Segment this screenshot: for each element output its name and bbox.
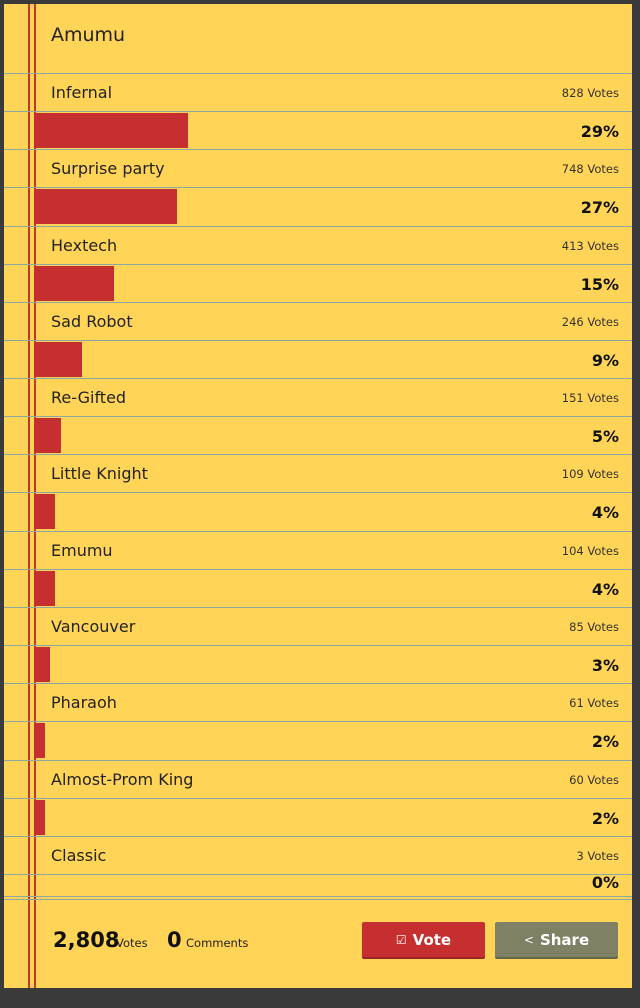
margin-line xyxy=(28,4,30,988)
checkbox-icon: ☑ xyxy=(395,932,407,947)
share-icon: < xyxy=(523,932,534,947)
poll-option-label: Pharaoh xyxy=(51,693,117,713)
poll-option-label: Little Knight xyxy=(51,464,148,484)
poll-option[interactable]: Surprise party 748 Votes 27% xyxy=(4,150,632,227)
total-votes-label: Votes xyxy=(116,936,148,950)
poll-option-votes: 60 Votes xyxy=(569,772,619,787)
poll-option-votes: 104 Votes xyxy=(561,543,619,558)
poll-option-header: Almost-Prom King 60 Votes xyxy=(4,761,632,799)
poll-option-bar-track: 4% xyxy=(4,493,632,532)
poll-option-header: Surprise party 748 Votes xyxy=(4,150,632,189)
poll-option-bar xyxy=(34,494,55,530)
poll-option-label: Infernal xyxy=(51,83,113,102)
share-button[interactable]: < Share xyxy=(495,922,618,959)
page-bottom-strip xyxy=(0,988,640,1008)
poll-option-votes: 748 Votes xyxy=(561,162,619,177)
vote-button[interactable]: ☑ Vote xyxy=(362,922,485,959)
poll-option-bar-track: 2% xyxy=(4,722,632,761)
poll-option-bar xyxy=(34,341,82,377)
poll-option[interactable]: Little Knight 109 Votes 4% xyxy=(4,455,632,532)
poll-option-percent: 9% xyxy=(591,350,619,370)
poll-option-percent: 29% xyxy=(580,122,619,141)
poll-option-votes: 85 Votes xyxy=(569,620,619,635)
poll-option-bar-track: 27% xyxy=(4,188,632,227)
poll-option-header: Little Knight 109 Votes xyxy=(4,455,632,494)
poll-option-percent: 2% xyxy=(591,732,619,752)
comments-count[interactable]: 0 xyxy=(167,928,182,952)
poll-card: Amumu Infernal 828 Votes 29% Surprise party… xyxy=(4,4,632,988)
poll-option-header: Vancouver 85 Votes xyxy=(4,608,632,647)
total-votes-count: 2,808 xyxy=(53,928,120,952)
poll-option-header: Re-Gifted 151 Votes xyxy=(4,379,632,418)
poll-option-votes: 828 Votes xyxy=(561,86,619,100)
poll-option-bar xyxy=(34,418,61,454)
poll-option[interactable]: Re-Gifted 151 Votes 5% xyxy=(4,379,632,456)
comments-label[interactable]: Comments xyxy=(186,936,249,950)
poll-option-header: Sad Robot 246 Votes xyxy=(4,303,632,341)
poll-option-bar xyxy=(34,265,114,301)
vote-button-label: Vote xyxy=(412,930,452,949)
poll-option[interactable]: Vancouver 85 Votes 3% xyxy=(4,608,632,685)
poll-footer: 2,808 Votes 0 Comments ☑ Vote < Share xyxy=(4,896,632,988)
poll-option-votes: 413 Votes xyxy=(561,238,619,253)
poll-option-header: Hextech 413 Votes xyxy=(4,227,632,265)
poll-option-label: Almost-Prom King xyxy=(51,769,194,789)
poll-option-percent: 4% xyxy=(591,503,619,523)
poll-option-bar xyxy=(34,570,55,606)
poll-option[interactable]: Sad Robot 246 Votes 9% xyxy=(4,303,632,380)
poll-option-bar-track: 4% xyxy=(4,570,632,609)
poll-title: Amumu xyxy=(51,24,126,46)
poll-options: Infernal 828 Votes 29% Surprise party 748 Vo… xyxy=(4,74,632,913)
poll-option-label: Re-Gifted xyxy=(51,388,127,408)
poll-option-label: Hextech xyxy=(51,235,118,255)
poll-option-bar xyxy=(34,113,188,148)
poll-option-bar-track: 3% xyxy=(4,646,632,685)
poll-option-percent: 5% xyxy=(591,427,619,447)
poll-option-votes: 109 Votes xyxy=(561,467,619,482)
poll-option[interactable]: Infernal 828 Votes 29% xyxy=(4,74,632,151)
poll-option-bar-track: 2% xyxy=(4,799,632,837)
poll-option[interactable]: Almost-Prom King 60 Votes 2% xyxy=(4,761,632,837)
poll-option-label: Classic xyxy=(51,845,107,865)
poll-option-bar-track: 29% xyxy=(4,112,632,151)
poll-option-bar-track: 0% xyxy=(4,875,632,900)
poll-option[interactable]: Emumu 104 Votes 4% xyxy=(4,532,632,609)
poll-option-label: Surprise party xyxy=(51,159,165,179)
poll-option-bar-track: 9% xyxy=(4,341,632,380)
share-button-label: Share xyxy=(539,930,590,949)
poll-option-bar-track: 15% xyxy=(4,265,632,303)
poll-option[interactable]: Hextech 413 Votes 15% xyxy=(4,227,632,303)
poll-option-header: Infernal 828 Votes xyxy=(4,74,632,112)
poll-option[interactable]: Pharaoh 61 Votes 2% xyxy=(4,684,632,761)
poll-option-percent: 2% xyxy=(591,808,619,828)
poll-option-label: Sad Robot xyxy=(51,311,133,331)
poll-option-label: Emumu xyxy=(51,540,113,560)
poll-option[interactable]: Classic 3 Votes 0% xyxy=(4,837,632,913)
poll-option-votes: 151 Votes xyxy=(561,391,619,406)
poll-option-label: Vancouver xyxy=(51,617,136,637)
poll-option-percent: 4% xyxy=(591,579,619,599)
poll-option-votes: 3 Votes xyxy=(576,848,619,863)
poll-option-header: Emumu 104 Votes xyxy=(4,532,632,570)
poll-option-bar xyxy=(34,799,45,835)
poll-option-votes: 61 Votes xyxy=(569,696,619,711)
poll-option-percent: 27% xyxy=(580,198,619,218)
poll-option-percent: 15% xyxy=(580,274,619,294)
title-divider xyxy=(4,73,632,74)
poll-option-bar xyxy=(34,189,177,225)
poll-option-header: Pharaoh 61 Votes xyxy=(4,684,632,723)
poll-option-percent: 0% xyxy=(591,874,619,892)
poll-option-bar xyxy=(34,723,45,759)
poll-option-header: Classic 3 Votes xyxy=(4,837,632,875)
poll-option-votes: 246 Votes xyxy=(561,314,619,329)
poll-option-percent: 3% xyxy=(591,656,619,676)
poll-option-bar-track: 5% xyxy=(4,417,632,456)
poll-option-bar xyxy=(34,647,50,683)
